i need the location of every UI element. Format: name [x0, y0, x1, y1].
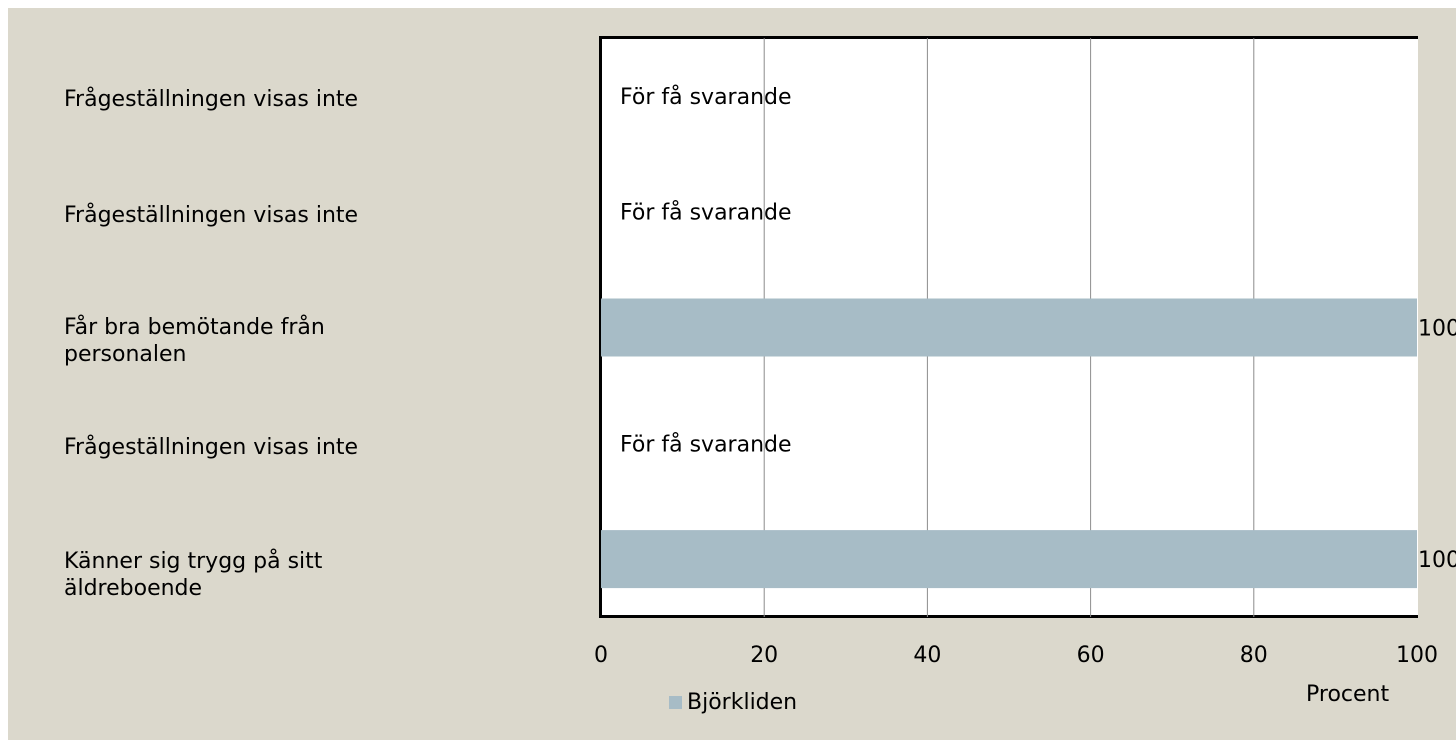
- legend: Björkliden: [669, 690, 797, 715]
- data-label: 100: [1418, 548, 1456, 573]
- data-label: För få svarande: [620, 431, 792, 457]
- legend-swatch: [669, 696, 682, 709]
- data-label: För få svarande: [620, 200, 792, 226]
- data-label: För få svarande: [620, 84, 792, 110]
- x-axis-title: Procent: [1306, 682, 1390, 707]
- x-tick-label: 40: [913, 643, 941, 668]
- category-label: Frågeställningen visas inte: [64, 435, 359, 460]
- x-tick-label: 0: [594, 643, 608, 668]
- legend-label: Björkliden: [687, 690, 798, 715]
- x-tick-label: 60: [1077, 643, 1105, 668]
- category-label: Får bra bemötande från personalen: [64, 315, 325, 367]
- category-label: Känner sig trygg på sitt äldreboende: [64, 549, 323, 601]
- x-tick-label: 80: [1240, 643, 1268, 668]
- x-tick-label: 100: [1396, 643, 1438, 668]
- bar: [601, 530, 1417, 589]
- category-label: Frågeställningen visas inte: [64, 203, 359, 228]
- bar: [601, 298, 1417, 357]
- x-tick-label: 20: [750, 643, 778, 668]
- data-label: 100: [1418, 317, 1456, 342]
- category-label: Frågeställningen visas inte: [64, 87, 359, 112]
